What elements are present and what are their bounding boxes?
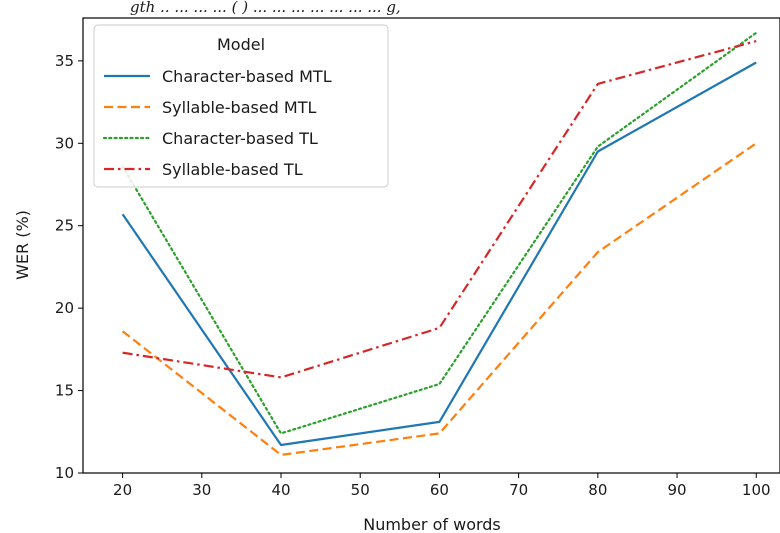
x-axis-ticks: 20 30 40 50 60 70 80 90 100 [113,473,771,499]
y-tick-label: 20 [55,299,74,317]
x-tick-label: 90 [667,481,686,499]
y-tick-label: 10 [55,464,74,482]
y-axis-label: WER (%) [13,210,32,280]
x-tick-label: 50 [351,481,370,499]
x-tick-label: 20 [113,481,132,499]
legend: Model Character-based MTL Syllable-based … [93,24,389,188]
y-tick-label: 30 [55,134,74,152]
plot-frame [82,17,780,474]
series-line-3 [121,31,758,435]
series-line-4 [122,40,757,379]
legend-label-1: Character-based MTL [162,67,332,86]
legend-label-2: Syllable-based MTL [162,98,317,117]
series-line-2 [121,142,757,456]
legend-label-3: Character-based TL [162,129,318,148]
legend-items: Character-based MTL Syllable-based MTL Cha… [102,67,332,179]
x-tick-label: 80 [588,481,607,499]
y-tick-label: 35 [55,52,74,70]
x-axis-label: Number of words [363,515,501,533]
legend-label-4: Syllable-based TL [162,160,303,179]
legend-title: Model [217,35,265,54]
top-caption-fragment: gth .. ... ... ... ( ) ... ... ... ... .… [130,0,401,16]
x-tick-label: 40 [271,481,290,499]
legend-box [93,24,389,188]
x-tick-label: 60 [430,481,449,499]
series-layer [121,31,758,456]
y-axis-ticks: 10 15 20 25 30 35 [55,52,83,482]
x-tick-label: 70 [509,481,528,499]
y-tick-label: 25 [55,217,74,235]
x-tick-label: 100 [742,481,771,499]
y-tick-label: 15 [55,382,74,400]
x-tick-label: 30 [192,481,211,499]
